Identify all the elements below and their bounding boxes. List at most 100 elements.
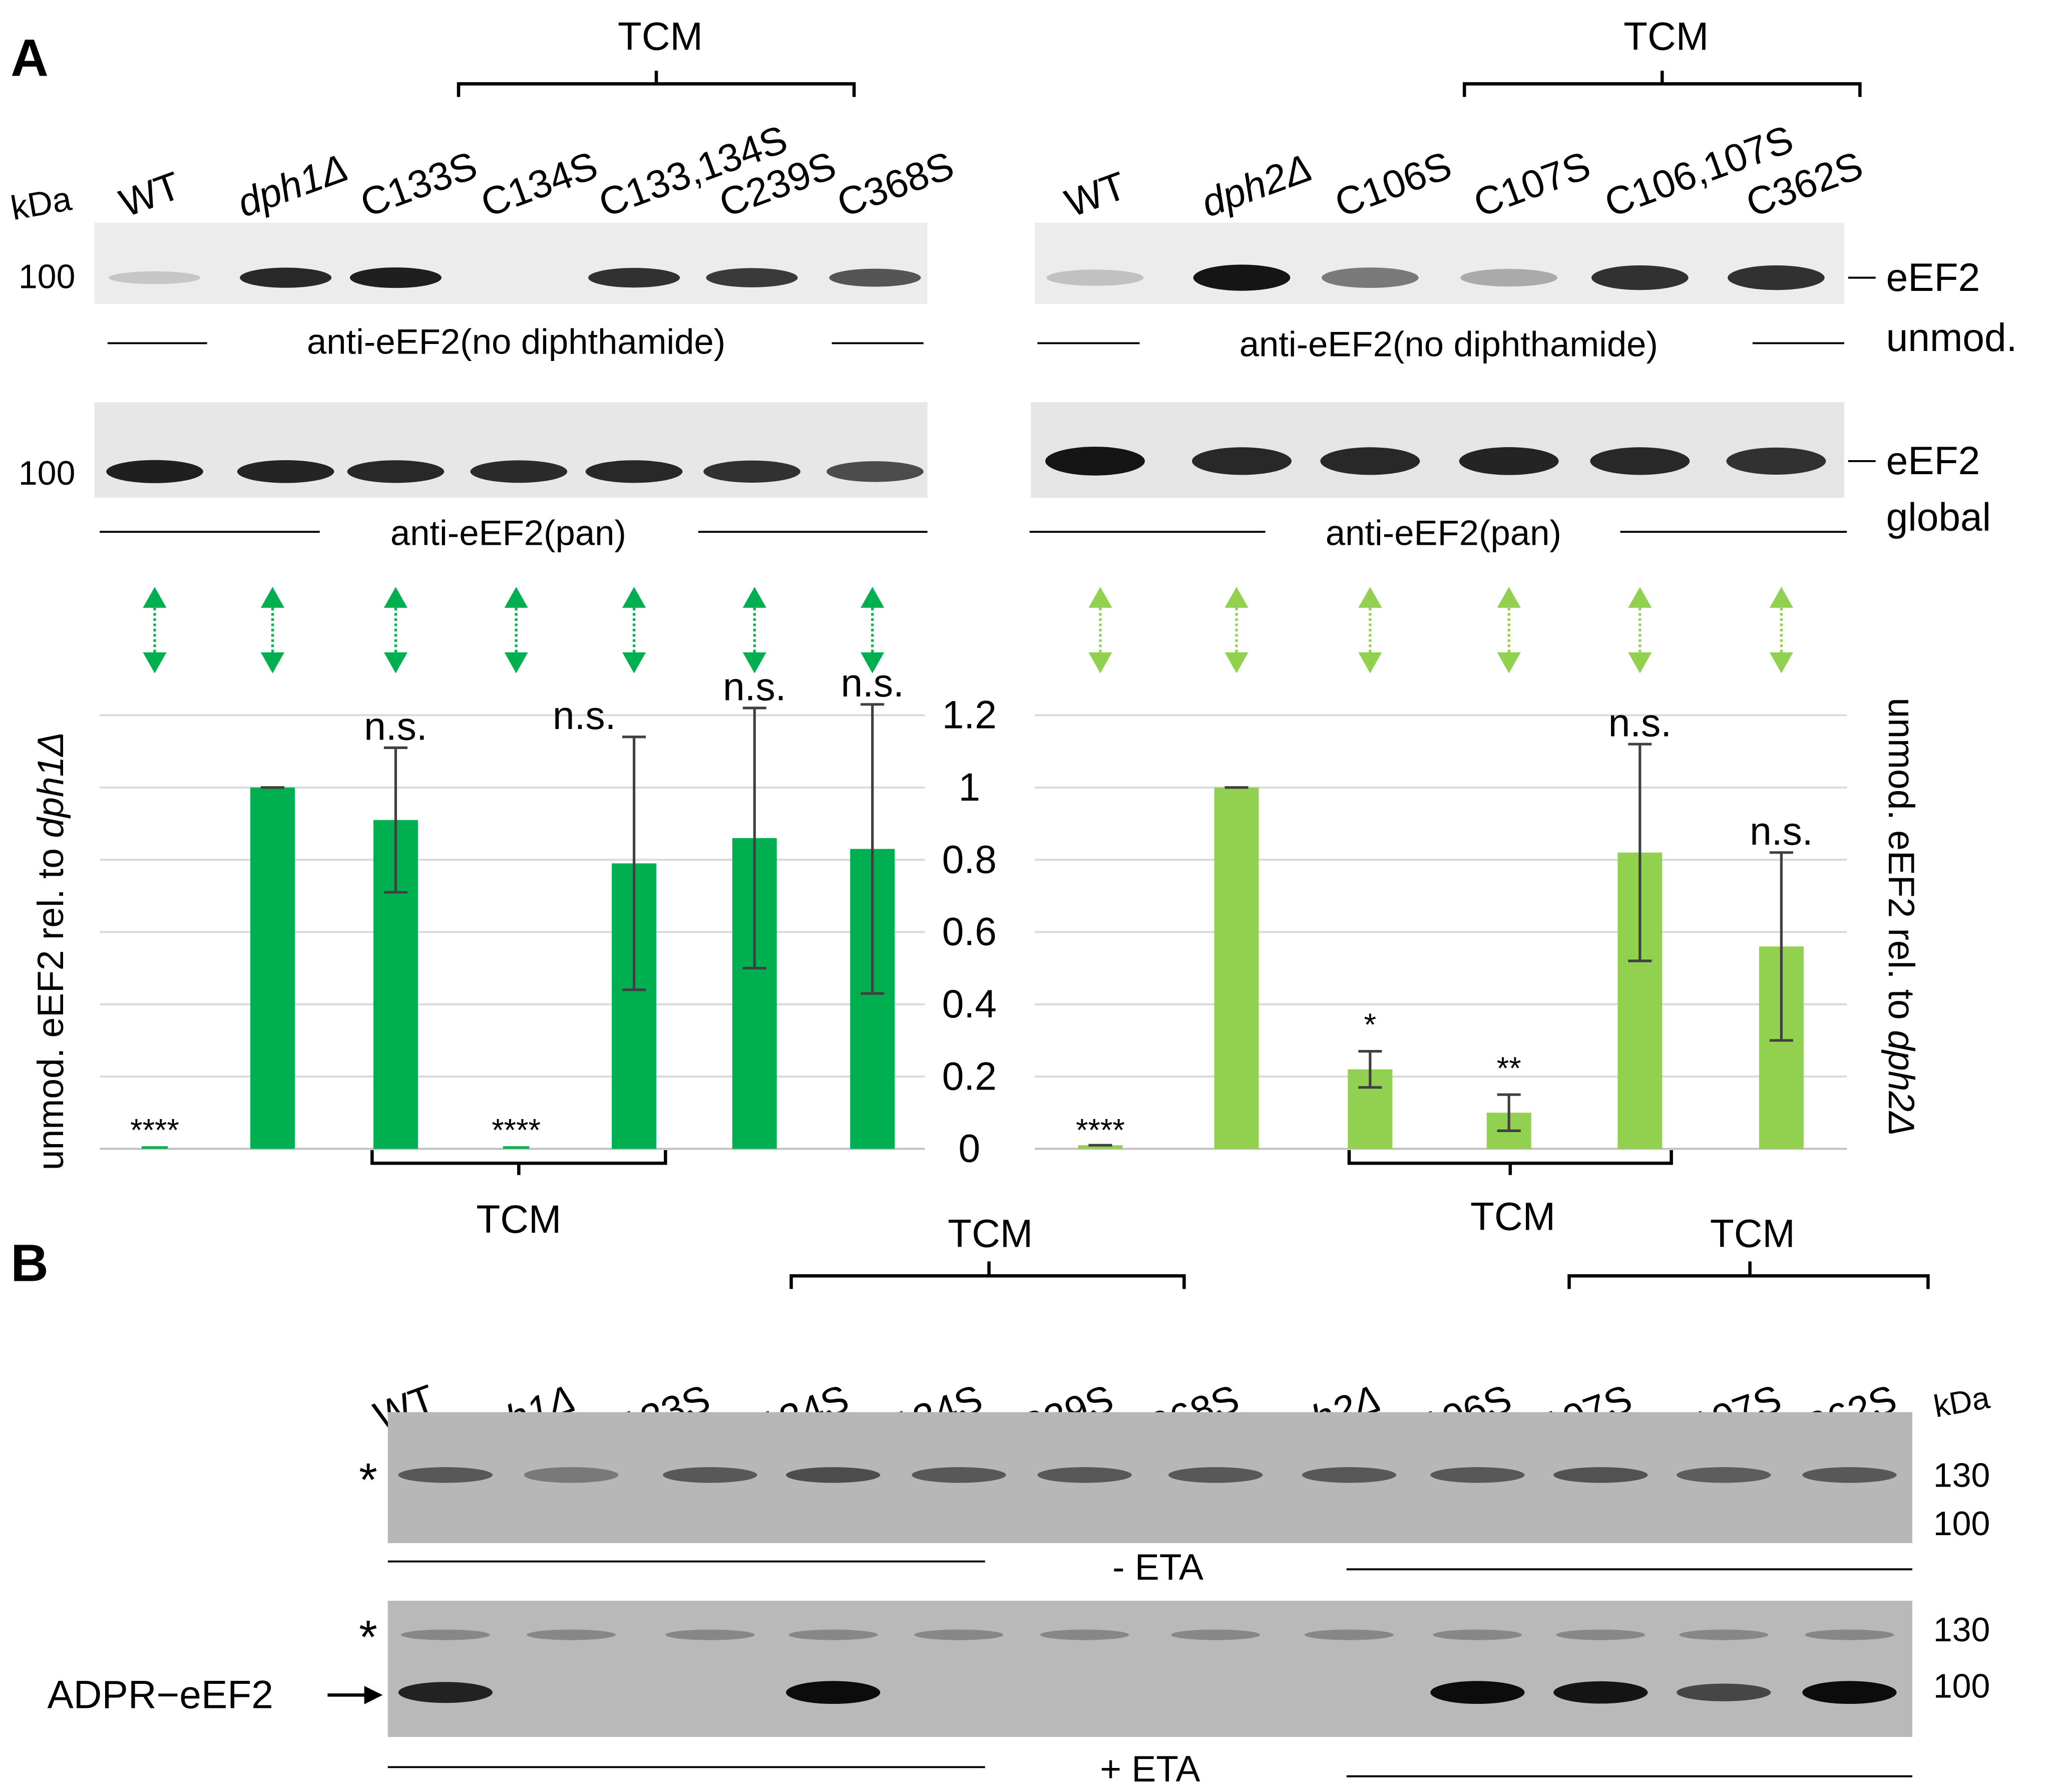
band-b-top-6	[1168, 1467, 1263, 1483]
y-axis-label-left: unmod. eEF2 rel. to dph1Δ	[30, 732, 71, 1170]
band-b-top-9	[1553, 1467, 1648, 1483]
blot-right-unmod	[1035, 222, 1844, 304]
arrow-up-down-icon-left-4	[622, 587, 646, 673]
panel-a-label: A	[11, 29, 49, 88]
chart-left-significance-4: n.s.	[553, 693, 616, 738]
band-right-pan-0	[1045, 447, 1145, 476]
band-left-unmod-4	[588, 267, 680, 288]
band-b-bottom-upper-2	[665, 1629, 755, 1640]
tcm-label-b-left: TCM	[948, 1212, 1033, 1256]
band-left-pan-2	[347, 460, 445, 483]
arrow-up-down-icon-left-1	[260, 587, 285, 673]
band-label-eef2-unmod: eEF2	[1886, 255, 1980, 299]
panel-b-label: B	[11, 1234, 49, 1293]
lane-arrows-left	[143, 587, 885, 673]
band-left-unmod-1	[240, 267, 332, 288]
chart-left-bar-1	[250, 787, 295, 1149]
chart-left-significance-5: n.s.	[723, 664, 786, 708]
mw-b-bottom-100: 100	[1933, 1667, 1990, 1705]
y-tick-label: 1	[958, 765, 980, 809]
band-b-top-1	[524, 1467, 619, 1483]
blot-label-unmod-right: anti-eEF2(no diphthamide)	[1240, 324, 1658, 364]
band-b-bottom-upper-9	[1556, 1629, 1646, 1640]
band-left-pan-0	[106, 460, 203, 483]
blot-label-pan-right: anti-eEF2(pan)	[1326, 513, 1561, 552]
band-b-top-4	[912, 1467, 1006, 1483]
band-b-bottom-upper-0	[400, 1629, 490, 1640]
chart-right-significance-0: ****	[1076, 1113, 1125, 1148]
band-b-top-3	[786, 1467, 881, 1483]
chart-left-error-bar-6	[861, 703, 885, 995]
tcm-bracket-b-right: TCM	[1567, 1212, 1930, 1289]
y-tick-label: 0.8	[942, 837, 997, 881]
band-b-top-7	[1302, 1467, 1397, 1483]
tcm-bracket-top-right: TCM	[1462, 14, 1862, 97]
chart-left-error-bar-5	[742, 706, 766, 970]
band-b-bottom-upper-1	[527, 1629, 616, 1640]
blot-label-unmod-left: anti-eEF2(no diphthamide)	[307, 321, 725, 361]
band-right-unmod-5	[1728, 265, 1825, 290]
band-b-adpr-9	[1553, 1681, 1648, 1704]
mw-label-unmod-left: 100	[19, 258, 75, 296]
tcm-label-top-left: TCM	[618, 14, 703, 58]
band-b-bottom-upper-3	[788, 1629, 878, 1640]
band-left-unmod-0	[109, 271, 201, 284]
kda-label-b: kDa	[1931, 1380, 1992, 1424]
chart-right-significance-2: *	[1364, 1007, 1376, 1042]
blot-minus-eta	[387, 1412, 1912, 1543]
chart-right-significance-3: **	[1497, 1051, 1521, 1086]
band-b-adpr-3	[786, 1681, 881, 1704]
band-label-global: global	[1886, 495, 1991, 539]
arrow-up-down-icon-left-0	[143, 587, 167, 673]
lane-label-right-2: C106S	[1329, 143, 1457, 226]
chart-right-bar-0	[1078, 1145, 1123, 1149]
band-right-unmod-0	[1046, 269, 1144, 286]
band-right-pan-5	[1726, 447, 1826, 475]
tcm-bracket-bottom-left: TCM	[370, 1150, 667, 1241]
lane-label-left-3: C134S	[475, 143, 603, 226]
band-left-pan-6	[827, 461, 924, 482]
blot-label-pan-left: anti-eEF2(pan)	[390, 513, 626, 552]
tcm-label-bottom-right: TCM	[1470, 1195, 1555, 1239]
lane-label-left-2: C133S	[355, 143, 483, 226]
tcm-bracket-b-left: TCM	[789, 1212, 1186, 1289]
band-b-bottom-upper-4	[914, 1629, 1004, 1640]
band-left-pan-1	[237, 460, 334, 483]
arrow-up-down-icon-right-4	[1628, 587, 1652, 673]
chart-right-bar-1	[1214, 787, 1259, 1149]
arrow-up-down-icon-left-2	[383, 587, 407, 673]
chart-right-error-bar-5	[1769, 851, 1793, 1042]
band-right-unmod-1	[1193, 264, 1291, 291]
arrow-up-down-icon-right-2	[1358, 587, 1382, 673]
lane-label-right-0: WT	[1059, 163, 1132, 225]
chart-left-error-bar-4	[622, 736, 646, 991]
asterisk-top: *	[359, 1454, 377, 1506]
bar-chart-dph1: 0 0.2 0.4 0.6 0.8 1 1.2 **** n.s. **** n.s. n.s. n.s…	[100, 661, 997, 1171]
band-right-unmod-3	[1460, 269, 1557, 287]
band-b-bottom-upper-8	[1433, 1629, 1522, 1640]
band-right-pan-3	[1459, 447, 1559, 475]
blot-left-pan	[94, 402, 928, 498]
band-label-eef2-global: eEF2	[1886, 439, 1980, 483]
arrow-up-down-icon-left-3	[504, 587, 528, 673]
band-b-top-8	[1430, 1467, 1525, 1483]
chart-left-significance-3: ****	[492, 1113, 541, 1148]
tcm-bracket-bottom-right: TCM	[1347, 1150, 1673, 1239]
band-right-pan-1	[1192, 447, 1292, 475]
arrow-up-down-icon-left-6	[861, 587, 885, 673]
band-left-unmod-6	[829, 268, 921, 287]
blot-plus-eta	[387, 1601, 1912, 1737]
y-axis-label-right: unmod. eEF2 rel. to dph2Δ	[1881, 697, 1922, 1136]
band-b-adpr-10	[1677, 1683, 1771, 1701]
mw-b-bottom-130: 130	[1933, 1611, 1990, 1649]
y-tick-label: 1.2	[942, 693, 997, 737]
band-b-top-11	[1802, 1467, 1897, 1483]
y-tick-label: 0.6	[942, 910, 997, 954]
arrow-up-down-icon-right-3	[1497, 587, 1521, 673]
blot-left-unmod	[94, 222, 928, 304]
y-tick-label: 0	[958, 1127, 980, 1171]
band-b-top-5	[1037, 1467, 1132, 1483]
band-right-unmod-2	[1322, 267, 1419, 288]
